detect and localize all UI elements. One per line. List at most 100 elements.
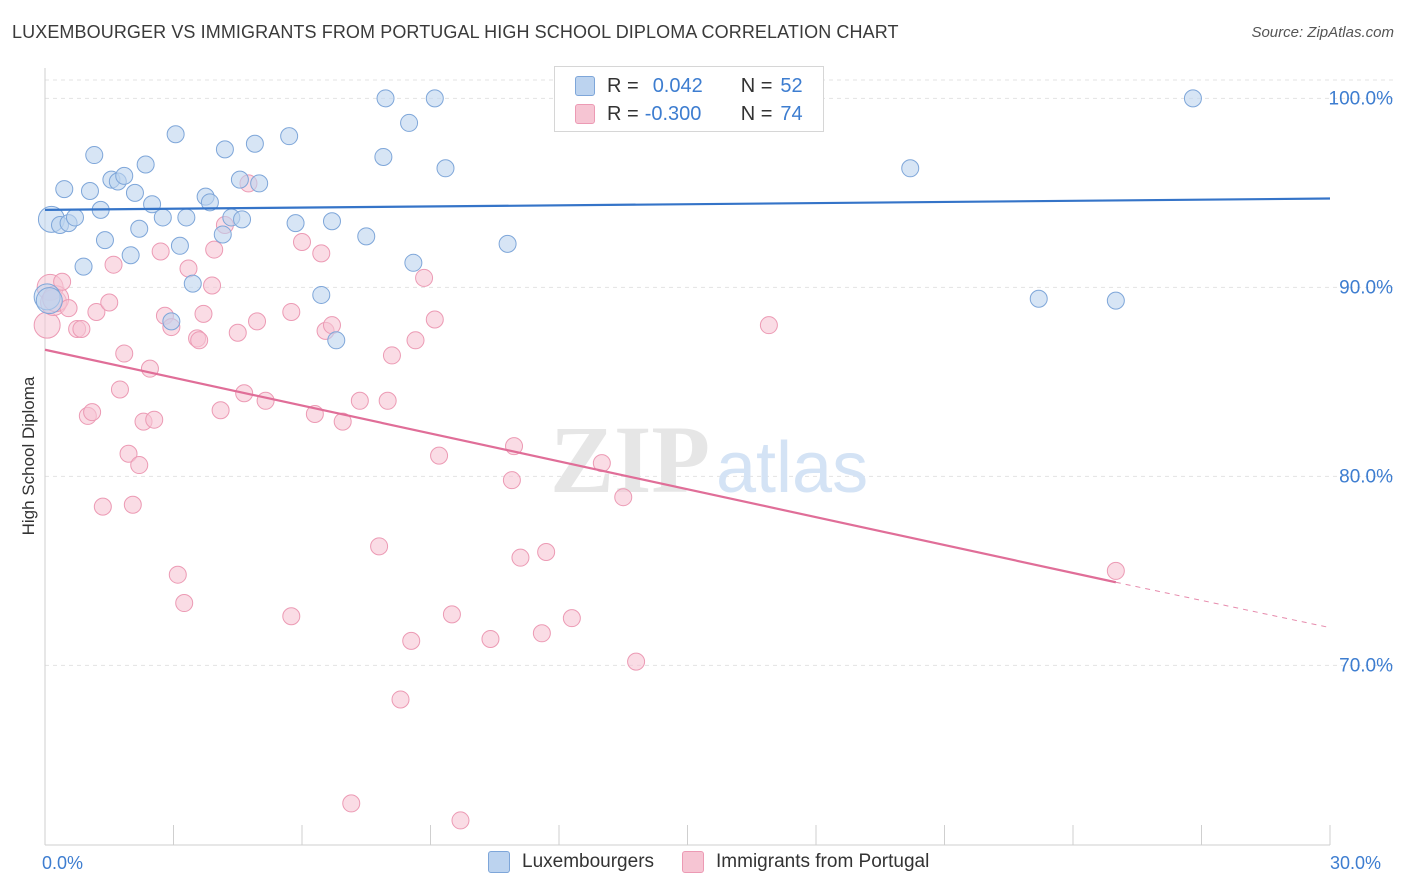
data-point — [115, 166, 134, 185]
data-point — [194, 304, 213, 323]
legend-n-key: N = — [740, 102, 773, 125]
data-point — [205, 240, 224, 259]
data-point — [179, 259, 198, 278]
trend-lines — [44, 197, 1331, 629]
data-point — [614, 488, 633, 507]
data-point — [72, 319, 91, 338]
legend-row-luxembourgers: R = 0.042 N = 52 — [575, 73, 803, 99]
data-point — [312, 244, 331, 263]
data-point — [376, 89, 395, 108]
data-point — [357, 227, 376, 246]
data-point — [402, 631, 421, 650]
data-point — [65, 208, 84, 227]
y-tick-label: 80.0% — [1339, 466, 1393, 487]
y-tick-label: 70.0% — [1339, 655, 1393, 676]
data-point — [200, 193, 219, 212]
legend-n-value: 52 — [780, 74, 803, 97]
data-point — [1029, 289, 1048, 308]
data-point — [175, 594, 194, 613]
data-point — [282, 302, 301, 321]
data-point — [901, 159, 920, 178]
data-point — [327, 331, 346, 350]
pink-series-points — [33, 89, 1125, 830]
data-point — [119, 444, 138, 463]
data-point — [123, 495, 142, 514]
legend-item-luxembourgers: Luxembourgers — [488, 851, 654, 873]
data-point — [153, 208, 172, 227]
trend-line-portugal — [44, 348, 1117, 584]
data-point — [145, 410, 164, 429]
legend-r-key: R = — [607, 102, 639, 125]
legend-item-portugal: Immigrants from Portugal — [682, 851, 929, 873]
data-point — [170, 236, 189, 255]
data-point — [211, 401, 230, 420]
legend-r-value: 0.042 — [652, 74, 703, 97]
data-point — [35, 287, 63, 315]
data-point — [177, 208, 196, 227]
data-point — [502, 471, 521, 490]
legend-r-key: R = — [607, 74, 639, 97]
data-point — [333, 412, 352, 431]
series-legend: Luxembourgers Immigrants from Portugal — [488, 851, 957, 873]
data-point — [382, 346, 401, 365]
data-point — [425, 310, 444, 329]
data-point — [759, 316, 778, 335]
chart-title: LUXEMBOURGER VS IMMIGRANTS FROM PORTUGAL… — [12, 22, 899, 42]
data-point — [436, 159, 455, 178]
data-point — [1106, 291, 1125, 310]
data-point — [95, 231, 114, 250]
data-point — [282, 607, 301, 626]
data-point — [374, 147, 393, 166]
data-point — [55, 180, 74, 199]
data-point — [245, 134, 264, 153]
watermark-atlas: atlas — [716, 428, 868, 508]
data-point — [350, 391, 369, 410]
data-point — [136, 155, 155, 174]
data-point — [430, 446, 449, 465]
data-point — [481, 629, 500, 648]
data-point — [391, 690, 410, 709]
data-point — [190, 331, 209, 350]
data-point — [1106, 561, 1125, 580]
legend-r-value: -0.300 — [644, 102, 702, 125]
trend-line-luxembourgers — [44, 197, 1331, 211]
correlation-legend: R = 0.042 N = 52 R = -0.300 N = 74 — [554, 66, 824, 132]
y-tick-label: 100.0% — [1329, 88, 1394, 109]
data-point — [166, 125, 185, 144]
data-point — [228, 323, 247, 342]
data-point — [378, 391, 397, 410]
data-point — [442, 605, 461, 624]
legend-n-key: N = — [740, 74, 773, 97]
pink-swatch — [575, 104, 595, 124]
data-point — [400, 113, 419, 132]
axes — [44, 68, 1331, 846]
data-point — [213, 225, 232, 244]
source-label: Source: ZipAtlas.com — [1251, 24, 1394, 41]
data-point — [627, 652, 646, 671]
legend-row-portugal: R = -0.300 N = 74 — [575, 101, 803, 127]
data-point — [233, 210, 252, 229]
y-tick-labels: 70.0% 80.0% 90.0% 100.0% — [1329, 88, 1394, 676]
data-point — [451, 811, 470, 830]
data-point — [322, 212, 341, 231]
data-point — [1183, 89, 1202, 108]
data-point — [203, 276, 222, 295]
data-point — [370, 537, 389, 556]
data-point — [115, 344, 134, 363]
data-point — [80, 181, 99, 200]
blue-swatch — [488, 851, 510, 873]
data-point — [280, 127, 299, 146]
legend-label-luxembourgers: Luxembourgers — [522, 851, 655, 872]
data-point — [85, 146, 104, 165]
data-point — [100, 293, 119, 312]
trend-line-portugal-extension — [1115, 581, 1331, 629]
data-point — [151, 242, 170, 261]
data-point — [250, 174, 269, 193]
blue-swatch — [575, 76, 595, 96]
y-axis-label: High School Diploma — [19, 376, 38, 536]
data-point — [312, 285, 331, 304]
data-point — [183, 274, 202, 293]
data-point — [130, 219, 149, 238]
data-point — [322, 316, 341, 335]
